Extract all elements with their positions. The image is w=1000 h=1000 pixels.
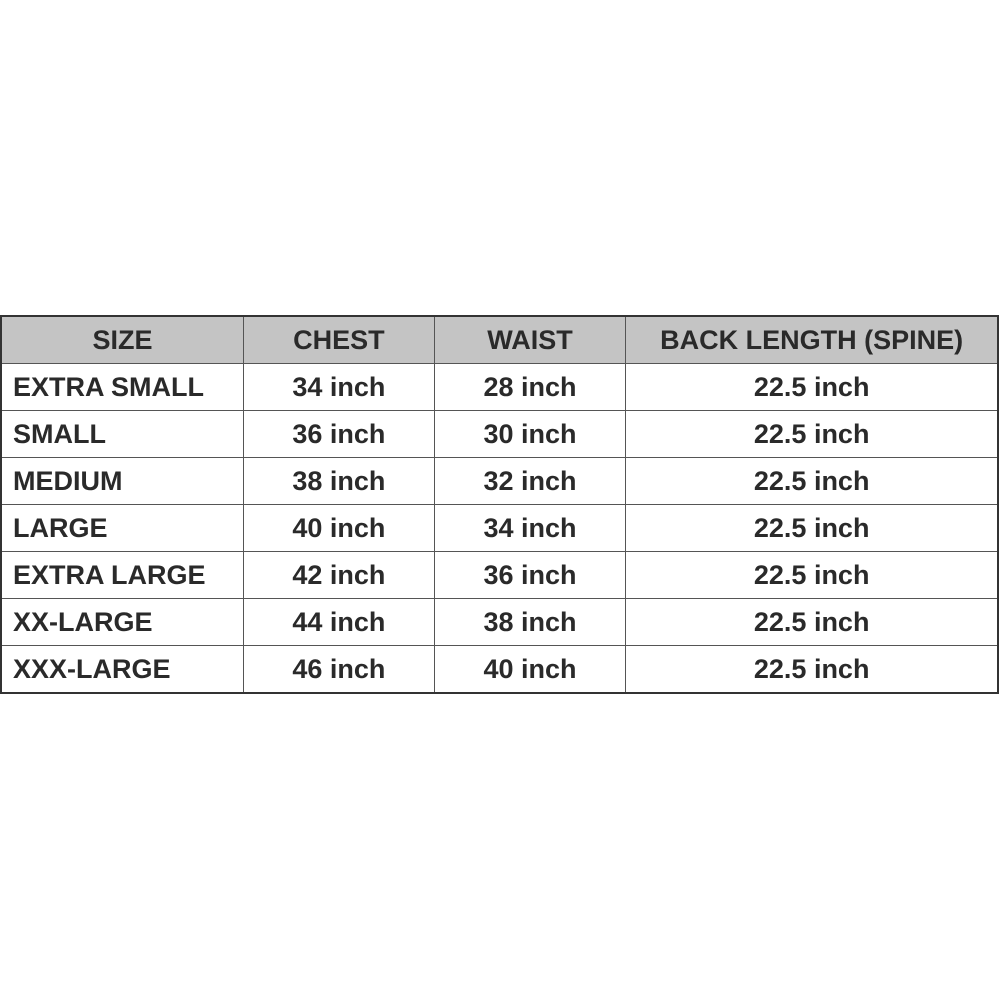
cell-back-length: 22.5 inch [625, 457, 999, 505]
cell-chest: 38 inch [243, 457, 435, 505]
header-back-length: BACK LENGTH (SPINE) [625, 315, 999, 364]
cell-back-length: 22.5 inch [625, 645, 999, 694]
cell-back-length: 22.5 inch [625, 598, 999, 646]
cell-size: XXX-LARGE [0, 645, 245, 694]
cell-waist: 28 inch [433, 363, 627, 411]
header-row: SIZE CHEST WAIST BACK LENGTH (SPINE) [0, 315, 999, 364]
cell-chest: 42 inch [243, 551, 435, 599]
cell-chest: 40 inch [243, 504, 435, 552]
header-size: SIZE [0, 315, 245, 364]
cell-back-length: 22.5 inch [625, 504, 999, 552]
cell-size: MEDIUM [0, 457, 245, 505]
cell-waist: 38 inch [433, 598, 627, 646]
cell-chest: 46 inch [243, 645, 435, 694]
table-row: LARGE 40 inch 34 inch 22.5 inch [0, 504, 999, 552]
cell-waist: 32 inch [433, 457, 627, 505]
header-waist: WAIST [433, 315, 627, 364]
cell-size: XX-LARGE [0, 598, 245, 646]
cell-waist: 40 inch [433, 645, 627, 694]
cell-size: EXTRA LARGE [0, 551, 245, 599]
cell-waist: 34 inch [433, 504, 627, 552]
cell-waist: 36 inch [433, 551, 627, 599]
table-row: XX-LARGE 44 inch 38 inch 22.5 inch [0, 598, 999, 646]
cell-waist: 30 inch [433, 410, 627, 458]
table-row: EXTRA SMALL 34 inch 28 inch 22.5 inch [0, 363, 999, 411]
table-row: XXX-LARGE 46 inch 40 inch 22.5 inch [0, 645, 999, 694]
cell-chest: 44 inch [243, 598, 435, 646]
cell-back-length: 22.5 inch [625, 410, 999, 458]
cell-size: LARGE [0, 504, 245, 552]
size-chart-table: SIZE CHEST WAIST BACK LENGTH (SPINE) EXT… [0, 315, 999, 694]
header-chest: CHEST [243, 315, 435, 364]
cell-chest: 36 inch [243, 410, 435, 458]
table-row: MEDIUM 38 inch 32 inch 22.5 inch [0, 457, 999, 505]
cell-size: SMALL [0, 410, 245, 458]
table-row: SMALL 36 inch 30 inch 22.5 inch [0, 410, 999, 458]
cell-back-length: 22.5 inch [625, 551, 999, 599]
table-row: EXTRA LARGE 42 inch 36 inch 22.5 inch [0, 551, 999, 599]
cell-size: EXTRA SMALL [0, 363, 245, 411]
cell-back-length: 22.5 inch [625, 363, 999, 411]
cell-chest: 34 inch [243, 363, 435, 411]
